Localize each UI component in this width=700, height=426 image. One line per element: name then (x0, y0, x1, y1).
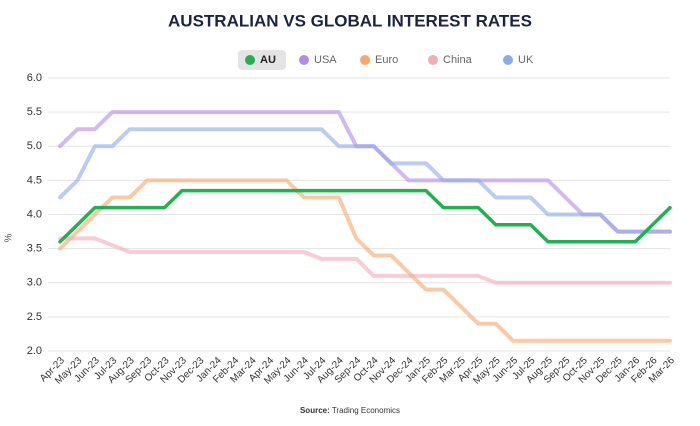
y-tick-label: 2.5 (27, 311, 42, 323)
series-line (58, 236, 672, 285)
y-tick-label: 3.5 (27, 243, 42, 255)
legend-label: UK (518, 54, 534, 66)
series-line (58, 178, 672, 343)
y-tick-label: 2.0 (27, 345, 42, 357)
legend-swatch (360, 55, 370, 65)
chart-title: AUSTRALIAN VS GLOBAL INTEREST RATES (168, 11, 532, 30)
y-tick-label: 4.5 (27, 174, 42, 186)
legend-label: China (443, 54, 473, 66)
y-tick-label: 3.0 (27, 277, 42, 289)
legend-swatch (245, 55, 255, 65)
legend-swatch (299, 55, 309, 65)
y-tick-label: 5.0 (27, 140, 42, 152)
legend-swatch (503, 55, 513, 65)
legend-label: AU (260, 54, 276, 66)
legend: AU USA Euro China UK (238, 50, 534, 70)
legend-swatch (428, 55, 438, 65)
legend-label: Euro (375, 54, 398, 66)
source: Source: Trading Economics (300, 406, 400, 415)
y-tick-label: 4.0 (27, 208, 42, 220)
y-tick-label: 5.5 (27, 106, 42, 118)
legend-label: USA (314, 54, 337, 66)
series-line (58, 127, 672, 234)
y-axis-label: % (4, 233, 15, 242)
y-tick-label: 6.0 (27, 72, 42, 84)
series-line (58, 188, 672, 244)
source-label: Source: (300, 406, 330, 415)
source-text: Trading Economics (332, 406, 400, 415)
